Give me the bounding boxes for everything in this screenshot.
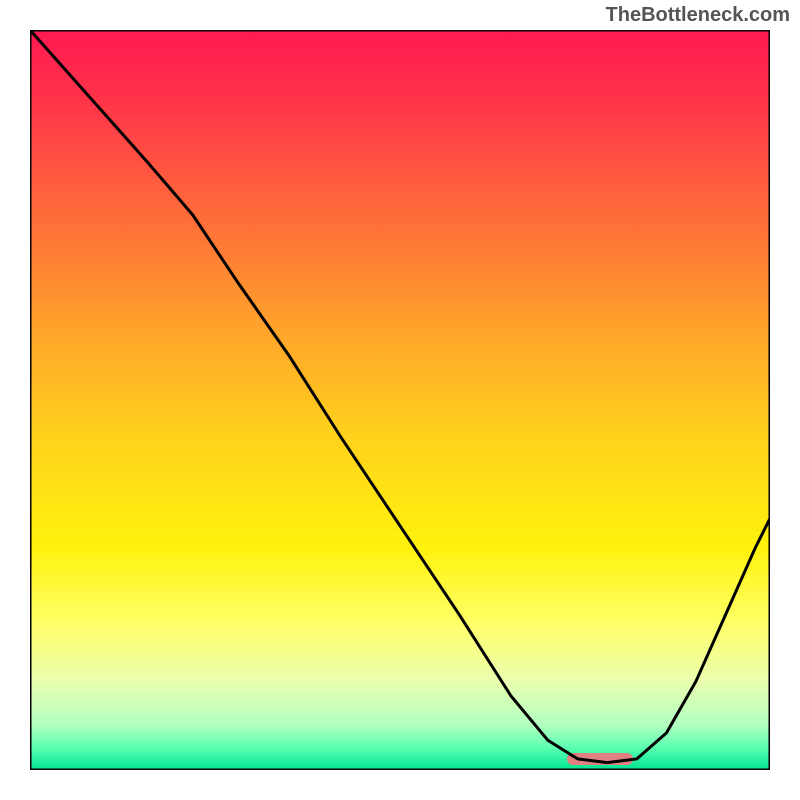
watermark-text: TheBottleneck.com [606, 4, 790, 27]
curve-layer [30, 30, 770, 770]
bottleneck-curve [30, 30, 770, 763]
chart-container: TheBottleneck.com [0, 0, 800, 800]
plot-area [30, 30, 770, 770]
